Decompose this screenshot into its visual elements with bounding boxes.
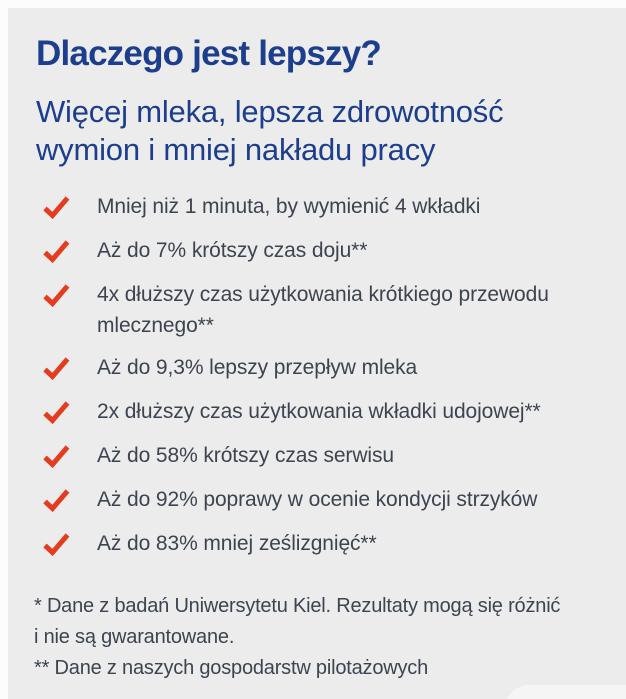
benefit-text-line: 4x dłuższy czas użytkowania krótkiego pr…: [97, 283, 549, 306]
benefit-text-line: Aż do 58% krótszy czas serwisu: [97, 444, 394, 467]
checkmark-icon: [42, 528, 70, 561]
benefit-item: Aż do 58% krótszy czas serwisu: [42, 440, 608, 473]
page-subtitle: Więcej mleka, lepsza zdrowotność wymion …: [36, 93, 608, 169]
checkmark-icon: [42, 396, 70, 429]
benefit-text: 2x dłuższy czas użytkowania wkładki udoj…: [97, 396, 541, 427]
benefit-item: Aż do 92% poprawy w ocenie kondycji strz…: [42, 484, 608, 517]
benefit-text-line: mlecznego**: [97, 314, 214, 337]
footnote-line: i nie są gwarantowane.: [34, 626, 235, 648]
benefit-text: Aż do 7% krótszy czas doju**: [97, 235, 367, 266]
benefit-text: Aż do 83% mniej ześlizgnięć**: [97, 528, 377, 559]
page-subtitle-line: Więcej mleka, lepsza zdrowotność: [36, 94, 504, 129]
footnote-line: ** Dane z naszych gospodarstw pilotażowy…: [34, 657, 429, 679]
footnotes: * Dane z badań Uniwersytetu Kiel. Rezult…: [34, 591, 608, 684]
checkmark-icon: [42, 484, 70, 517]
benefit-text: 4x dłuższy czas użytkowania krótkiego pr…: [97, 279, 549, 341]
benefit-text: Aż do 92% poprawy w ocenie kondycji strz…: [97, 484, 537, 515]
benefit-text-line: Aż do 7% krótszy czas doju**: [97, 239, 368, 262]
benefit-text-line: 2x dłuższy czas użytkowania wkładki udoj…: [97, 400, 541, 423]
benefit-text: Aż do 9,3% lepszy przepływ mleka: [97, 352, 417, 383]
benefit-item: 2x dłuższy czas użytkowania wkładki udoj…: [42, 396, 608, 429]
checkmark-icon: [42, 352, 70, 385]
checkmark-icon: [42, 191, 70, 224]
benefit-text: Aż do 58% krótszy czas serwisu: [97, 440, 394, 471]
benefit-item: Aż do 7% krótszy czas doju**: [42, 235, 608, 268]
checkmark-icon: [42, 440, 70, 473]
benefits-content: Dlaczego jest lepszy? Więcej mleka, leps…: [8, 8, 626, 684]
checkmark-icon: [42, 235, 70, 268]
page-title: Dlaczego jest lepszy?: [36, 34, 382, 73]
benefit-text-line: Aż do 9,3% lepszy przepływ mleka: [97, 356, 418, 379]
benefit-item: 4x dłuższy czas użytkowania krótkiego pr…: [42, 279, 608, 341]
partial-card-corner: [505, 685, 626, 699]
benefit-text-line: Aż do 83% mniej ześlizgnięć**: [97, 532, 377, 555]
benefits-panel: Dlaczego jest lepszy? Więcej mleka, leps…: [8, 8, 626, 699]
benefit-text-line: Mniej niż 1 minuta, by wymienić 4 wkładk…: [97, 195, 481, 218]
checkmark-icon: [42, 279, 70, 312]
benefit-list: Mniej niż 1 minuta, by wymienić 4 wkładk…: [42, 191, 608, 561]
benefit-item: Mniej niż 1 minuta, by wymienić 4 wkładk…: [42, 191, 608, 224]
benefit-text-line: Aż do 92% poprawy w ocenie kondycji strz…: [97, 488, 538, 511]
page-subtitle-line: wymion i mniej nakładu pracy: [36, 132, 436, 167]
benefit-item: Aż do 9,3% lepszy przepływ mleka: [42, 352, 608, 385]
benefit-item: Aż do 83% mniej ześlizgnięć**: [42, 528, 608, 561]
benefit-text: Mniej niż 1 minuta, by wymienić 4 wkładk…: [97, 191, 480, 222]
footnote-line: * Dane z badań Uniwersytetu Kiel. Rezult…: [34, 595, 561, 617]
